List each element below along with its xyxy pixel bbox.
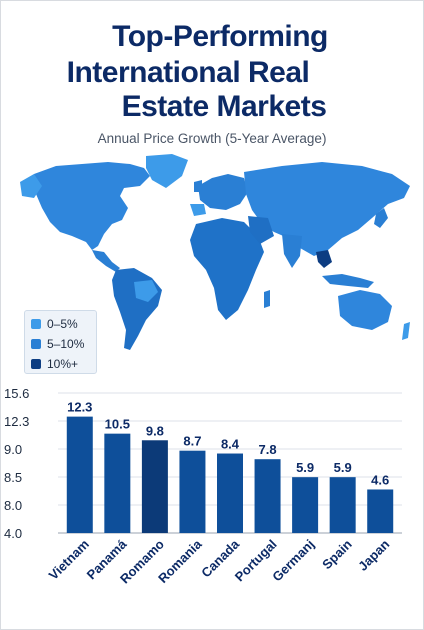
value-label: 9.8 — [146, 423, 164, 438]
subtitle: Annual Price Growth (5-Year Average) — [97, 131, 327, 146]
bar — [104, 433, 131, 533]
bar-chart: 15.612.39.08.58.04.012.3Vietnam10.5Panam… — [4, 386, 402, 586]
map-india — [282, 234, 302, 268]
map-uk — [194, 180, 202, 192]
map-central-america — [92, 250, 120, 272]
map-indonesia — [322, 274, 374, 288]
legend-item: 5–10% — [31, 334, 96, 353]
legend-swatch — [31, 358, 41, 369]
map-australia — [338, 290, 392, 330]
map-south-america-east — [134, 280, 158, 302]
value-label: 8.7 — [183, 434, 201, 449]
world-map — [20, 154, 410, 350]
legend-swatch — [31, 338, 41, 349]
y-tick-label: 15.6 — [4, 386, 29, 401]
value-label: 12.3 — [67, 400, 92, 415]
map-iberia — [190, 204, 206, 216]
y-tick-label: 4.0 — [4, 526, 22, 541]
value-label: 10.5 — [105, 417, 130, 432]
bar — [329, 477, 356, 533]
y-tick-label: 8.5 — [4, 470, 22, 485]
map-north-america — [34, 162, 150, 250]
x-tick-label: Germanj — [269, 537, 317, 585]
bar — [141, 440, 168, 533]
value-label: 8.4 — [221, 437, 240, 452]
legend-item: 0–5% — [31, 314, 96, 333]
map-africa — [190, 218, 264, 320]
value-label: 5.9 — [334, 460, 352, 475]
value-label: 7.8 — [259, 442, 277, 457]
map-southeast-asia — [316, 250, 332, 268]
legend-swatch — [31, 318, 41, 329]
map-legend: 0–5% 5–10% 10%+ — [24, 310, 97, 374]
legend-label: 0–5% — [47, 316, 78, 331]
bar — [292, 477, 319, 533]
x-tick-label: Spain — [319, 536, 355, 572]
x-tick-label: Vietnam — [46, 537, 92, 583]
map-madagascar — [264, 290, 270, 308]
map-middle-east — [248, 216, 274, 244]
x-tick-label: Japan — [355, 536, 392, 573]
value-label: 5.9 — [296, 460, 314, 475]
y-tick-label: 8.0 — [4, 498, 22, 513]
map-europe — [198, 174, 248, 210]
map-south-america — [112, 268, 162, 350]
bar — [367, 489, 394, 533]
legend-label: 5–10% — [47, 336, 85, 351]
map-new-zealand — [402, 322, 410, 340]
y-tick-label: 9.0 — [4, 442, 22, 457]
y-tick-label: 12.3 — [4, 414, 29, 429]
bar — [254, 459, 281, 533]
title-line-3: Estate Markets — [121, 90, 327, 123]
legend-item: 10%+ — [31, 354, 96, 373]
bar — [66, 416, 93, 533]
title-line-1: Top-Performing — [112, 20, 328, 53]
map-japan — [374, 208, 388, 228]
map-alaska — [20, 174, 42, 198]
legend-label: 10%+ — [47, 356, 79, 371]
bar — [217, 453, 243, 533]
bar — [179, 450, 206, 533]
map-asia — [244, 162, 410, 256]
map-greenland — [146, 154, 188, 188]
title-line-2: International Real — [66, 56, 310, 89]
value-label: 4.6 — [371, 472, 389, 487]
